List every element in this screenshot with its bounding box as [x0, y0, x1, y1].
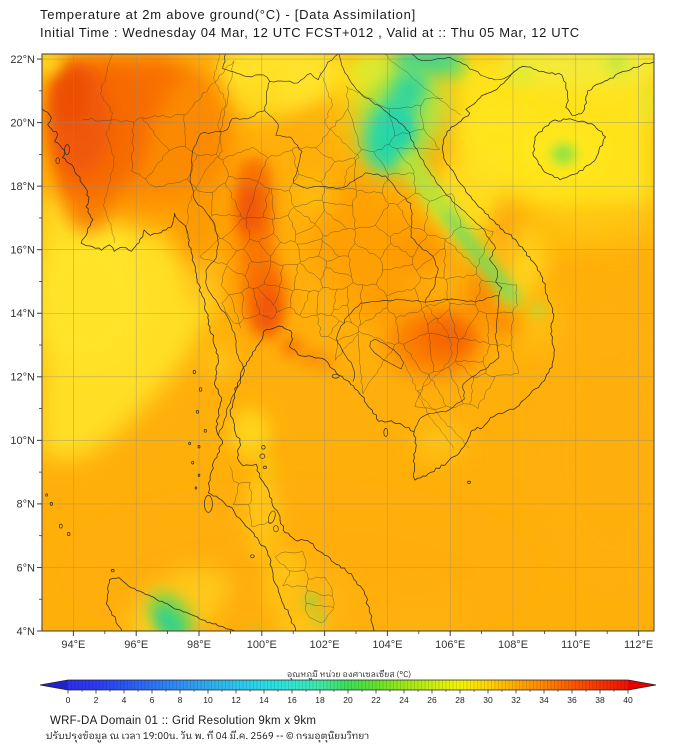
svg-text:24: 24 — [399, 695, 409, 705]
svg-text:18: 18 — [315, 695, 325, 705]
svg-text:18°N: 18°N — [10, 181, 35, 193]
svg-text:10: 10 — [203, 695, 213, 705]
svg-text:WRF-DA Domain 01 :: Grid Resol: WRF-DA Domain 01 :: Grid Resolution 9km … — [50, 715, 316, 727]
svg-text:102°E: 102°E — [310, 639, 340, 651]
svg-text:22: 22 — [371, 695, 381, 705]
svg-text:2: 2 — [94, 695, 99, 705]
svg-text:110°E: 110°E — [561, 639, 590, 651]
svg-text:112°E: 112°E — [624, 639, 653, 651]
svg-text:104°E: 104°E — [372, 639, 402, 651]
svg-text:Temperature at 2m above ground: Temperature at 2m above ground(°C) - [Da… — [40, 7, 416, 22]
svg-text:38: 38 — [595, 695, 605, 705]
svg-text:40: 40 — [623, 695, 633, 705]
svg-text:6°N: 6°N — [17, 562, 36, 574]
svg-text:36: 36 — [567, 695, 577, 705]
svg-text:12: 12 — [231, 695, 241, 705]
svg-text:4: 4 — [122, 695, 127, 705]
svg-text:10°N: 10°N — [10, 435, 35, 447]
svg-text:Initial Time : Wednesday 04 Ma: Initial Time : Wednesday 04 Mar, 12 UTC … — [40, 25, 580, 40]
svg-text:106°E: 106°E — [435, 639, 465, 651]
svg-text:14°N: 14°N — [10, 308, 35, 320]
svg-text:96°E: 96°E — [124, 639, 148, 651]
svg-text:94°E: 94°E — [61, 639, 85, 651]
svg-text:12°N: 12°N — [10, 372, 35, 384]
svg-text:22°N: 22°N — [10, 54, 35, 66]
svg-text:34: 34 — [539, 695, 549, 705]
svg-text:20°N: 20°N — [10, 117, 35, 129]
svg-text:8°N: 8°N — [17, 499, 36, 511]
svg-text:30: 30 — [483, 695, 493, 705]
svg-text:14: 14 — [259, 695, 269, 705]
svg-text:0: 0 — [66, 695, 71, 705]
svg-text:32: 32 — [511, 695, 521, 705]
svg-text:26: 26 — [427, 695, 437, 705]
svg-text:16°N: 16°N — [10, 245, 35, 257]
svg-text:16: 16 — [287, 695, 297, 705]
svg-text:20: 20 — [343, 695, 353, 705]
svg-text:98°E: 98°E — [187, 639, 211, 651]
svg-text:8: 8 — [178, 695, 183, 705]
svg-text:4°N: 4°N — [17, 626, 36, 638]
svg-text:108°E: 108°E — [498, 639, 528, 651]
svg-text:28: 28 — [455, 695, 465, 705]
svg-text:100°E: 100°E — [247, 639, 277, 651]
svg-text:6: 6 — [150, 695, 155, 705]
